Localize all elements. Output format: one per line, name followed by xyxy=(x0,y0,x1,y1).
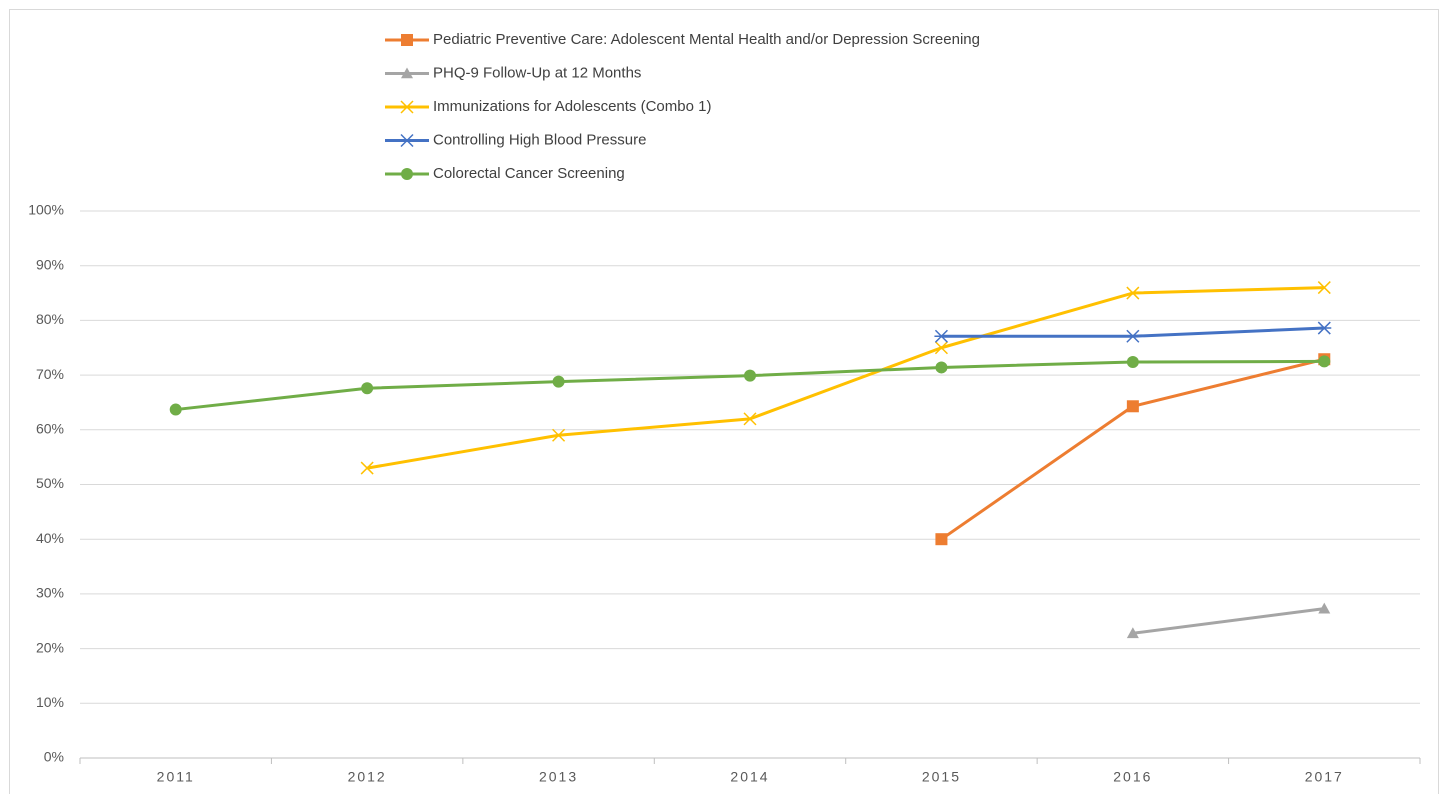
legend-marker xyxy=(401,168,413,180)
marker xyxy=(1318,355,1331,368)
marker xyxy=(1125,329,1140,343)
x-tick-label: 2012 xyxy=(348,769,387,785)
series-line xyxy=(940,357,1325,541)
marker xyxy=(360,461,374,475)
marker-shape xyxy=(401,34,413,46)
marker-shape xyxy=(401,67,413,79)
y-tick-label: 70% xyxy=(36,366,64,382)
legend-marker xyxy=(401,67,413,79)
y-tick-label: 10% xyxy=(36,694,64,710)
x-tick-label: 2014 xyxy=(730,769,769,785)
legend-label: Colorectal Cancer Screening xyxy=(433,165,625,182)
y-tick-label: 40% xyxy=(36,530,64,546)
marker xyxy=(1126,627,1139,639)
marker-shape xyxy=(935,533,948,546)
y-tick-label: 90% xyxy=(36,256,64,272)
marker xyxy=(934,329,949,343)
y-tick-label: 100% xyxy=(28,202,64,218)
marker-shape xyxy=(1318,602,1331,614)
marker xyxy=(935,361,948,374)
legend-label: Pediatric Preventive Care: Adolescent Me… xyxy=(433,31,980,48)
marker xyxy=(744,369,756,382)
marker-shape xyxy=(169,403,182,416)
y-tick-label: 20% xyxy=(36,639,64,655)
marker xyxy=(1318,602,1331,614)
x-tick-label: 2013 xyxy=(539,769,578,785)
marker-shape xyxy=(360,461,374,475)
series-line xyxy=(366,286,1325,470)
legend-label: Immunizations for Adolescents (Combo 1) xyxy=(433,98,711,115)
marker xyxy=(1126,400,1139,413)
marker-shape xyxy=(552,428,566,442)
marker-shape xyxy=(1317,321,1332,335)
legend-marker xyxy=(400,100,414,114)
marker-shape xyxy=(1318,355,1331,368)
x-tick-label: 2016 xyxy=(1113,769,1152,785)
y-tick-label: 30% xyxy=(36,585,64,601)
x-tick-label: 2017 xyxy=(1305,769,1344,785)
marker xyxy=(1317,281,1331,295)
marker xyxy=(934,341,948,355)
marker-shape xyxy=(934,329,949,343)
marker-shape xyxy=(400,100,414,114)
marker-shape xyxy=(361,382,374,395)
x-tick-label: 2011 xyxy=(157,769,195,785)
legend-label: PHQ-9 Follow-Up at 12 Months xyxy=(433,64,641,81)
marker-shape xyxy=(743,412,757,426)
marker-shape xyxy=(1126,355,1139,368)
marker xyxy=(361,382,374,395)
y-tick-label: 0% xyxy=(44,749,64,765)
marker-shape xyxy=(1126,400,1139,413)
y-tick-label: 60% xyxy=(36,421,64,437)
marker xyxy=(552,428,566,442)
marker-shape xyxy=(744,369,756,382)
chart-border xyxy=(9,9,1439,794)
marker xyxy=(935,533,948,546)
y-tick-label: 80% xyxy=(36,311,64,327)
y-tick-label: 50% xyxy=(36,475,64,491)
legend: Pediatric Preventive Care: Adolescent Me… xyxy=(385,31,980,182)
marker xyxy=(743,412,757,426)
legend-label: Controlling High Blood Pressure xyxy=(433,131,646,148)
x-tick-label: 2015 xyxy=(922,769,961,785)
marker xyxy=(169,403,182,416)
legend-marker xyxy=(401,34,413,46)
series-line xyxy=(1132,607,1325,635)
marker-shape xyxy=(935,361,948,374)
marker-shape xyxy=(934,341,948,355)
legend-marker xyxy=(400,133,414,148)
marker-shape xyxy=(1126,286,1140,300)
marker xyxy=(1126,286,1140,300)
marker xyxy=(1317,321,1332,335)
marker-shape xyxy=(552,375,565,388)
marker-shape xyxy=(1126,627,1139,639)
marker-shape xyxy=(400,133,414,148)
marker-shape xyxy=(401,168,413,180)
marker xyxy=(552,375,565,388)
marker-shape xyxy=(1125,329,1140,343)
marker xyxy=(1126,355,1139,368)
marker-shape xyxy=(1317,281,1331,295)
